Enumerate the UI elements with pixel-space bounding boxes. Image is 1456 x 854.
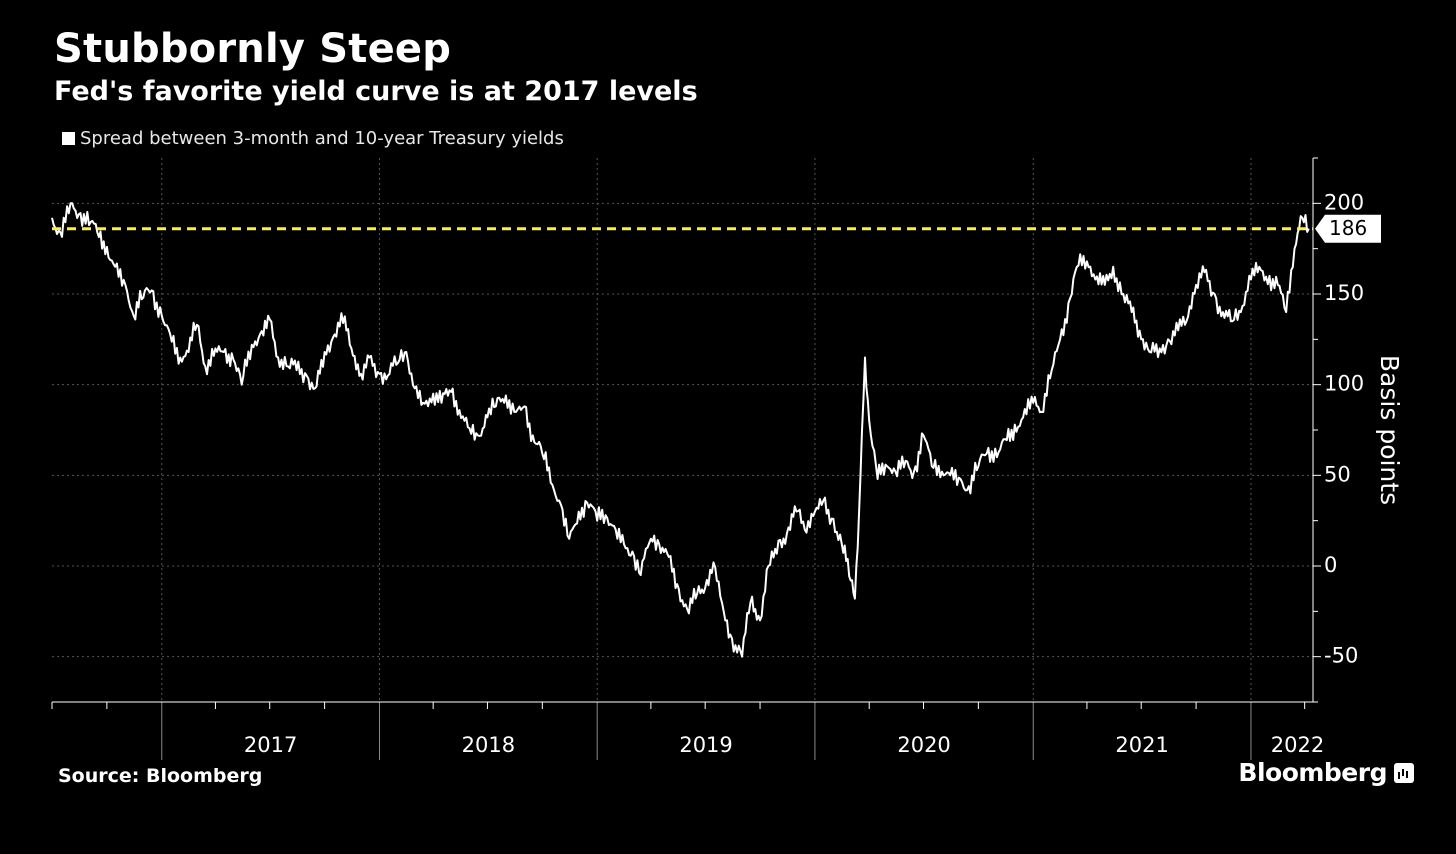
y-tick-label: 200 [1324, 190, 1364, 214]
y-tick-label: 150 [1324, 281, 1364, 305]
brand-logo: Bloomberg [1238, 758, 1414, 787]
x-tick-label: 2020 [897, 733, 950, 757]
axes: -50 0 50 100 150 200 2017 2018 2019 2020 2021 2022 [51, 157, 1364, 760]
series-line [51, 202, 1310, 658]
x-tick-label: 2018 [462, 733, 515, 757]
y-tick-label: 0 [1324, 553, 1337, 577]
reference-layer: 186 [52, 214, 1381, 243]
reference-label: 186 [1329, 216, 1367, 240]
series-layer [51, 202, 1310, 658]
y-tick-label: 100 [1324, 372, 1364, 396]
chart-subtitle: Fed's favorite yield curve is at 2017 le… [54, 76, 698, 107]
legend-label: Spread between 3-month and 10-year Treas… [80, 128, 564, 149]
x-tick-label: 2017 [244, 733, 297, 757]
brand-name: Bloomberg [1238, 758, 1387, 787]
y-tick-label: 50 [1324, 462, 1351, 486]
source-note: Source: Bloomberg [58, 765, 263, 787]
grid-lines [52, 158, 1313, 702]
chart-title: Stubbornly Steep [54, 26, 452, 72]
x-tick-label: 2021 [1115, 733, 1168, 757]
y-axis-title: Basis points [1375, 355, 1404, 505]
legend: Spread between 3-month and 10-year Treas… [62, 128, 564, 149]
x-tick-label: 2022 [1271, 733, 1324, 757]
reference-label-box [1315, 214, 1381, 243]
bar-chart-icon [1394, 762, 1414, 783]
x-tick-label: 2019 [679, 733, 732, 757]
y-tick-label: -50 [1324, 644, 1358, 668]
legend-swatch [62, 132, 75, 145]
